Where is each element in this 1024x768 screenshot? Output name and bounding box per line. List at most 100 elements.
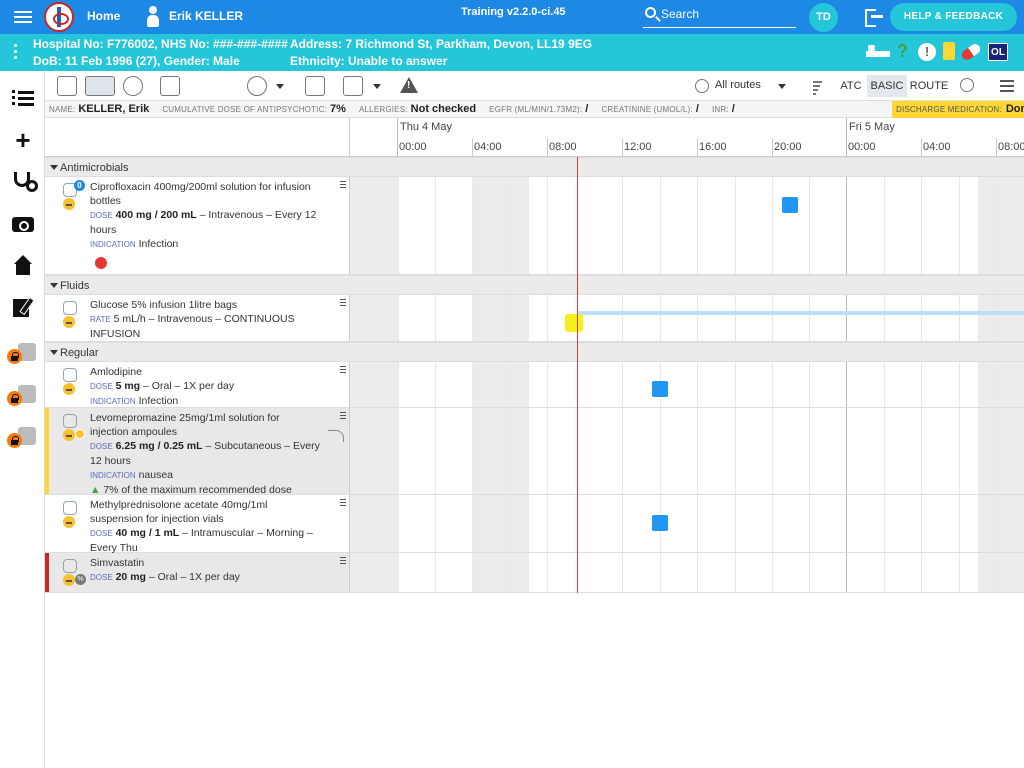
scheduled-dose-marker[interactable]	[652, 381, 668, 397]
row-menu-icon[interactable]	[340, 412, 346, 420]
routes-dropdown[interactable]: All routes	[715, 79, 761, 91]
cumulative-dose-key: CUMULATIVE DOSE OF ANTIPSYCHOTIC:	[162, 105, 328, 114]
allergies-value[interactable]: Not checked	[410, 103, 477, 115]
patient-person-icon	[146, 6, 160, 28]
app-logo[interactable]	[44, 2, 74, 32]
logout-icon[interactable]	[865, 9, 885, 27]
fluid-bottle-icon[interactable]	[943, 42, 955, 60]
inr-key: INR:	[711, 105, 729, 114]
medication-row-simvastatin[interactable]: % Simvastatin DOSE 20 mg – Oral – 1X per…	[45, 553, 1024, 593]
collapse-caret-icon[interactable]	[50, 165, 58, 170]
sign-document-icon[interactable]	[12, 297, 34, 319]
creatinine-key: CREATININE (UMOL/L):	[601, 105, 693, 114]
locked-add-icon[interactable]	[7, 427, 36, 449]
discharge-medication-status[interactable]: DISCHARGE MEDICATION:Done	[892, 101, 1024, 118]
row-menu-icon[interactable]	[340, 299, 346, 307]
locked-walk-icon[interactable]	[7, 385, 36, 407]
medication-info[interactable]: Glucose 5% infusion 1litre bags RATE 5 m…	[45, 295, 350, 341]
print-caret-icon[interactable]	[373, 84, 381, 89]
medication-row-methylprednisolone[interactable]: Methylprednisolone acetate 40mg/1ml susp…	[45, 495, 1024, 555]
dose-key: DOSE	[90, 211, 113, 220]
administer-icon[interactable]	[85, 76, 115, 96]
medication-row-amlodipine[interactable]: Amlodipine DOSE 5 mg – Oral – 1X per day…	[45, 362, 1024, 408]
row-menu-icon[interactable]	[340, 557, 346, 565]
cancel-icon[interactable]	[123, 76, 143, 96]
add-medication-caret-icon[interactable]	[276, 84, 284, 89]
hour-label: 04:00	[923, 141, 951, 153]
print-icon[interactable]	[343, 76, 363, 96]
document-icon[interactable]	[160, 76, 180, 96]
list-icon[interactable]	[12, 88, 34, 110]
ol-badge[interactable]: OL	[988, 43, 1008, 61]
lock-icon	[7, 391, 22, 406]
hamburger-menu-icon[interactable]	[14, 8, 32, 26]
locked-clipboard-icon[interactable]	[7, 343, 36, 365]
row-menu-icon[interactable]	[340, 366, 346, 374]
edit-chart-icon[interactable]	[57, 76, 77, 96]
day-label-fri: Fri 5 May	[849, 121, 895, 133]
bed-icon[interactable]	[866, 41, 890, 61]
day-label-thu: Thu 4 May	[400, 121, 452, 133]
row-menu-icon[interactable]	[340, 181, 346, 189]
medication-row-glucose[interactable]: Glucose 5% infusion 1litre bags RATE 5 m…	[45, 295, 1024, 342]
medication-info[interactable]: Amlodipine DOSE 5 mg – Oral – 1X per day…	[45, 362, 350, 407]
patient-address: Address: 7 Richmond St, Parkham, Devon, …	[290, 37, 593, 51]
add-medication-icon[interactable]	[247, 76, 267, 96]
scheduled-dose-marker[interactable]	[652, 515, 668, 531]
basic-toggle[interactable]: BASIC	[867, 75, 907, 97]
order-set-icon[interactable]	[305, 76, 325, 96]
patient-name-link[interactable]: Erik KELLER	[169, 9, 244, 23]
order-count-badge: 0	[74, 180, 85, 191]
indication-value: Infection	[138, 395, 179, 407]
sort-icon[interactable]	[808, 79, 822, 95]
medication-text: Methylprednisolone acetate 40mg/1ml susp…	[90, 498, 320, 555]
routes-caret-icon[interactable]	[778, 84, 786, 89]
patient-more-icon[interactable]	[14, 44, 18, 62]
search-field[interactable]: Search	[643, 4, 796, 28]
continuous-infusion-bar[interactable]	[578, 311, 1024, 315]
row-menu-icon[interactable]	[340, 499, 346, 507]
stethoscope-icon[interactable]	[12, 172, 38, 194]
medication-row-levomepromazine[interactable]: Levomepromazine 25mg/1ml solution for in…	[45, 408, 1024, 496]
infusion-start-marker[interactable]	[565, 314, 583, 332]
dose-value: 6.25 mg / 0.25 mL	[115, 440, 203, 452]
warning-icon[interactable]	[400, 77, 418, 93]
medication-text: Simvastatin DOSE 20 mg – Oral – 1X per d…	[90, 556, 320, 585]
dose-value: 40 mg / 1 mL	[115, 527, 180, 539]
section-label: Antimicrobials	[60, 162, 129, 174]
section-fluids[interactable]: Fluids	[45, 275, 1024, 295]
medication-info[interactable]: Methylprednisolone acetate 40mg/1ml susp…	[45, 495, 350, 555]
medication-row-ciprofloxacin[interactable]: 0 Ciprofloxacin 400mg/200ml solution for…	[45, 177, 1024, 275]
hour-label: 12:00	[624, 141, 652, 153]
rate-key: RATE	[90, 315, 111, 324]
name-value: KELLER, Erik	[78, 103, 150, 115]
user-avatar[interactable]: TD	[809, 3, 838, 32]
camera-icon[interactable]	[12, 213, 34, 235]
version-label: Training v2.2.0-ci.45	[461, 6, 566, 18]
medication-name: Amlodipine	[90, 366, 142, 378]
home-link[interactable]: Home	[87, 9, 121, 23]
medication-info[interactable]: Levomepromazine 25mg/1ml solution for in…	[45, 408, 350, 496]
night-shading	[350, 157, 398, 593]
skip-arrow-icon[interactable]	[328, 430, 344, 442]
section-antimicrobials[interactable]: Antimicrobials	[45, 157, 1024, 177]
help-feedback-button[interactable]: HELP & FEEDBACK	[890, 3, 1017, 31]
medication-info[interactable]: 0 Ciprofloxacin 400mg/200ml solution for…	[45, 177, 350, 274]
scheduled-dose-marker[interactable]	[782, 197, 798, 213]
status-stripe	[45, 553, 49, 592]
medication-info[interactable]: % Simvastatin DOSE 20 mg – Oral – 1X per…	[45, 553, 350, 592]
dose-detail: – Intramuscular – Morning – Every Thu	[90, 527, 313, 554]
collapse-caret-icon[interactable]	[50, 350, 58, 355]
section-regular[interactable]: Regular	[45, 342, 1024, 362]
route-toggle[interactable]: ROUTE	[909, 80, 949, 92]
question-icon[interactable]: ?	[897, 41, 908, 61]
alert-icon[interactable]: !	[918, 43, 936, 61]
indication-value: nausea	[138, 469, 174, 481]
menu-icon[interactable]	[1000, 80, 1014, 95]
collapse-caret-icon[interactable]	[50, 283, 58, 288]
home-care-icon[interactable]	[12, 255, 34, 277]
hour-label: 08:00	[549, 141, 577, 153]
group-icon[interactable]	[960, 78, 974, 92]
plus-icon[interactable]: +	[15, 125, 31, 155]
atc-toggle[interactable]: ATC	[840, 80, 862, 92]
